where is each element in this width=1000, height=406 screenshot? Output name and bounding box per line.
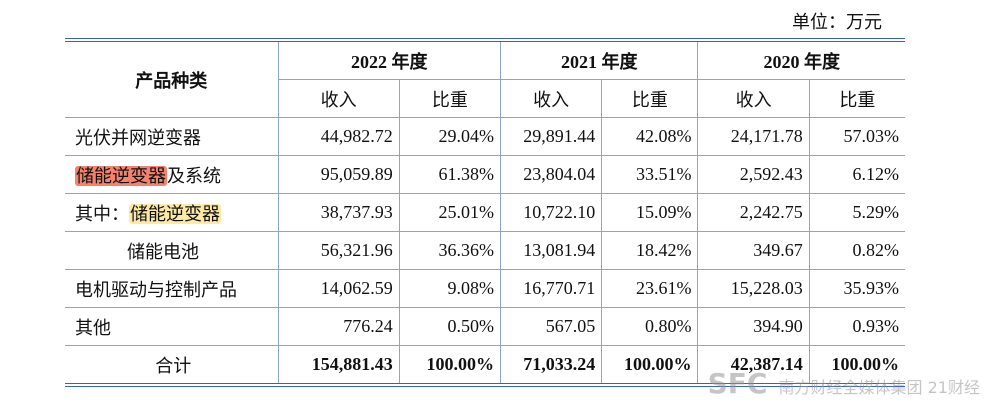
sub-header: 收入 bbox=[500, 79, 603, 118]
cell: 23.61% bbox=[601, 269, 699, 308]
row-label: 合计 bbox=[65, 345, 279, 386]
table-row: 其中：储能逆变器 38,737.93 25.01% 10,722.10 15.09% 2,… bbox=[65, 193, 905, 232]
cell: 9.08% bbox=[398, 269, 502, 308]
label-text: 电机驱动与控制产品 bbox=[75, 279, 237, 300]
watermark: SFC 南方财经全媒体集团 21财经 bbox=[708, 367, 980, 400]
cell: 776.24 bbox=[277, 307, 400, 346]
watermark-group: 南方财经全媒体集团 bbox=[778, 378, 923, 397]
label-text: 储能电池 bbox=[127, 241, 199, 262]
cell: 16,770.71 bbox=[500, 269, 603, 308]
table-row: 电机驱动与控制产品 14,062.59 9.08% 16,770.71 23.61% 15… bbox=[65, 269, 905, 308]
table-row: 光伏并网逆变器 44,982.72 29.04% 29,891.44 42.08% 24,… bbox=[65, 117, 905, 156]
row-label: 储能电池 bbox=[65, 231, 279, 270]
year-header: 2021 年度 bbox=[500, 39, 699, 80]
row-label: 光伏并网逆变器 bbox=[65, 117, 279, 156]
cell: 0.50% bbox=[398, 307, 502, 346]
cell: 23,804.04 bbox=[500, 155, 603, 194]
cell: 71,033.24 bbox=[500, 345, 603, 386]
cell: 33.51% bbox=[601, 155, 699, 194]
cell: 349.67 bbox=[697, 231, 810, 270]
category-header: 产品种类 bbox=[65, 39, 279, 118]
cell: 0.82% bbox=[808, 231, 905, 270]
table-row: 储能逆变器及系统 95,059.89 61.38% 23,804.04 33.51% 2,… bbox=[65, 155, 905, 194]
sub-header: 比重 bbox=[398, 79, 502, 118]
watermark-brand: 21财经 bbox=[927, 378, 980, 397]
table-body: 光伏并网逆变器 44,982.72 29.04% 29,891.44 42.08% 24,… bbox=[65, 117, 905, 386]
cell: 0.93% bbox=[808, 307, 905, 346]
cell: 14,062.59 bbox=[277, 269, 400, 308]
cell: 57.03% bbox=[808, 117, 905, 156]
sub-header: 比重 bbox=[601, 79, 699, 118]
year-header: 2020 年度 bbox=[697, 39, 905, 80]
cell: 5.29% bbox=[808, 193, 905, 232]
cell: 6.12% bbox=[808, 155, 905, 194]
row-label: 电机驱动与控制产品 bbox=[65, 269, 279, 308]
cell: 95,059.89 bbox=[277, 155, 400, 194]
highlighted-text: 储能逆变器 bbox=[75, 165, 167, 186]
label-text: 其他 bbox=[75, 317, 111, 338]
cell: 2,242.75 bbox=[697, 193, 810, 232]
cell: 100.00% bbox=[808, 345, 905, 386]
cell: 24,171.78 bbox=[697, 117, 810, 156]
year-header: 2022 年度 bbox=[277, 39, 502, 80]
highlighted-text: 储能逆变器 bbox=[129, 203, 221, 224]
cell: 100.00% bbox=[601, 345, 699, 386]
row-label: 其中：储能逆变器 bbox=[65, 193, 279, 232]
cell: 13,081.94 bbox=[500, 231, 603, 270]
cell: 61.38% bbox=[398, 155, 502, 194]
watermark-logo: SFC bbox=[707, 367, 768, 400]
cell: 42.08% bbox=[601, 117, 699, 156]
cell: 0.80% bbox=[601, 307, 699, 346]
table-row: 储能电池 56,321.96 36.36% 13,081.94 18.42% 349.67… bbox=[65, 231, 905, 270]
sub-header: 收入 bbox=[697, 79, 810, 118]
label-text: 其中： bbox=[75, 203, 129, 224]
cell: 35.93% bbox=[808, 269, 905, 308]
cell: 25.01% bbox=[398, 193, 502, 232]
table-row: 其他 776.24 0.50% 567.05 0.80% 394.90 0.93% bbox=[65, 307, 905, 346]
row-label: 储能逆变器及系统 bbox=[65, 155, 279, 194]
cell: 10,722.10 bbox=[500, 193, 603, 232]
cell: 394.90 bbox=[697, 307, 810, 346]
sub-header: 比重 bbox=[808, 79, 905, 118]
cell: 567.05 bbox=[500, 307, 603, 346]
cell: 2,592.43 bbox=[697, 155, 810, 194]
cell: 100.00% bbox=[398, 345, 502, 386]
revenue-table: 产品种类 2022 年度 2021 年度 2020 年度 收入 比重 收入 比重 收入 比重 … bbox=[65, 38, 905, 387]
cell: 29,891.44 bbox=[500, 117, 603, 156]
row-label: 其他 bbox=[65, 307, 279, 346]
cell: 18.42% bbox=[601, 231, 699, 270]
cell: 44,982.72 bbox=[277, 117, 400, 156]
unit-note: 单位：万元 bbox=[792, 12, 882, 32]
label-text: 合计 bbox=[155, 355, 192, 376]
cell: 154,881.43 bbox=[277, 345, 400, 386]
label-text: 及系统 bbox=[167, 165, 221, 186]
cell: 42,387.14 bbox=[697, 345, 810, 386]
sub-header: 收入 bbox=[278, 79, 400, 118]
cell: 56,321.96 bbox=[277, 231, 400, 270]
label-text: 光伏并网逆变器 bbox=[75, 127, 201, 148]
table-row: 合计 154,881.43 100.00% 71,033.24 100.00% 42,38… bbox=[65, 345, 905, 386]
cell: 38,737.93 bbox=[277, 193, 400, 232]
cell: 36.36% bbox=[398, 231, 502, 270]
table-header: 产品种类 2022 年度 2021 年度 2020 年度 收入 比重 收入 比重 收入 比重 bbox=[65, 39, 905, 118]
cell: 29.04% bbox=[398, 117, 502, 156]
cell: 15.09% bbox=[601, 193, 699, 232]
header-row: 产品种类 2022 年度 2021 年度 2020 年度 bbox=[65, 39, 905, 118]
cell: 15,228.03 bbox=[697, 269, 810, 308]
